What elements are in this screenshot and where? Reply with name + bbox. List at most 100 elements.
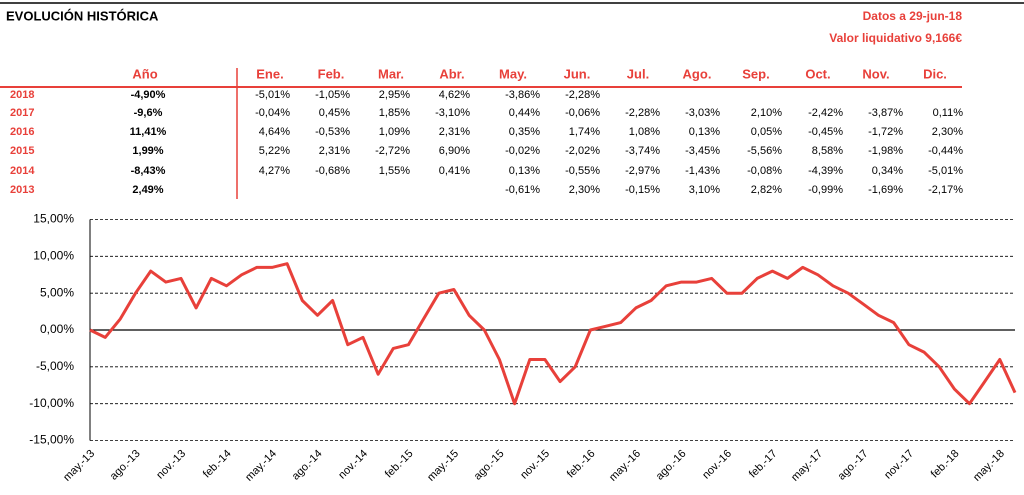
month-value: 2,31% — [319, 145, 350, 157]
month-value: -1,69% — [868, 184, 903, 196]
month-value: -2,97% — [625, 165, 660, 177]
x-tick-label: nov.-16 — [700, 448, 734, 482]
month-value: -2,17% — [928, 184, 963, 196]
month-value: -0,04% — [255, 107, 290, 119]
y-tick-label: 10,00% — [33, 249, 74, 263]
column-header: Jul. — [627, 66, 649, 81]
x-tick-label: nov.-17 — [882, 448, 916, 482]
month-value: 0,34% — [872, 165, 903, 177]
title: EVOLUCIÓN HISTÓRICA — [6, 8, 159, 23]
row-annual: 1,99% — [132, 145, 163, 157]
month-value: 0,05% — [751, 126, 782, 138]
month-value: 2,10% — [751, 107, 782, 119]
x-tick-label: nov.-13 — [154, 448, 188, 482]
month-value: -2,42% — [808, 107, 843, 119]
column-header: Abr. — [439, 66, 464, 81]
month-value: -1,43% — [685, 165, 720, 177]
month-value: 8,58% — [812, 145, 843, 157]
row-annual: -9,6% — [134, 107, 163, 119]
month-value: -3,86% — [505, 89, 540, 101]
month-value: -2,28% — [565, 89, 600, 101]
month-value: -0,53% — [315, 126, 350, 138]
row-year: 2015 — [10, 145, 34, 157]
month-value: 0,13% — [689, 126, 720, 138]
month-value: -1,05% — [315, 89, 350, 101]
month-value: -0,15% — [625, 184, 660, 196]
month-value: -5,01% — [255, 89, 290, 101]
line-series — [89, 262, 1017, 406]
month-value: -5,56% — [747, 145, 782, 157]
month-value: -1,98% — [868, 145, 903, 157]
column-header: Feb. — [318, 66, 345, 81]
x-tick-label: ago.-16 — [654, 448, 689, 483]
month-value: 5,22% — [259, 145, 290, 157]
row-year: 2016 — [10, 126, 34, 138]
month-value: -1,72% — [868, 126, 903, 138]
x-tick-label: may.-17 — [789, 448, 825, 484]
month-value: 0,13% — [509, 165, 540, 177]
month-value: 0,44% — [509, 107, 540, 119]
x-tick-label: nov.-15 — [518, 448, 552, 482]
x-tick-label: may.-15 — [425, 448, 461, 484]
month-value: -2,02% — [565, 145, 600, 157]
x-tick-label: ago.-17 — [836, 448, 871, 483]
month-value: 0,11% — [933, 107, 964, 119]
x-tick-label: feb.-15 — [383, 448, 416, 481]
month-value: -0,99% — [808, 184, 843, 196]
x-tick-label: ago.-15 — [472, 448, 507, 483]
x-tick-label: ago.-14 — [290, 448, 325, 483]
month-value: 0,35% — [509, 126, 540, 138]
row-year: 2013 — [10, 184, 34, 196]
month-value: 2,82% — [751, 184, 782, 196]
nav: Valor liquidativo 9,166€ — [829, 31, 962, 45]
month-value: -0,08% — [747, 165, 782, 177]
month-value: -3,87% — [868, 107, 903, 119]
month-value: -3,45% — [685, 145, 720, 157]
month-value: 1,09% — [379, 126, 410, 138]
month-value: -0,61% — [505, 184, 540, 196]
row-year: 2018 — [10, 89, 34, 101]
column-header: Sep. — [742, 66, 769, 81]
row-annual: -8,43% — [131, 165, 166, 177]
x-tick-label: feb.-17 — [747, 448, 780, 481]
x-tick-label: may.-13 — [61, 448, 97, 484]
y-tick-label: -5,00% — [36, 359, 74, 373]
month-value: 4,27% — [259, 165, 290, 177]
y-tick-label: 15,00% — [33, 212, 74, 226]
month-value: 4,62% — [439, 89, 470, 101]
month-value: 0,45% — [319, 107, 350, 119]
month-value: -5,01% — [928, 165, 963, 177]
column-header: Jun. — [564, 66, 591, 81]
column-header: Ago. — [683, 66, 712, 81]
month-value: -0,55% — [565, 165, 600, 177]
month-value: 2,31% — [439, 126, 470, 138]
month-value: 2,30% — [932, 126, 963, 138]
y-tick-label: 0,00% — [40, 322, 74, 336]
month-value: -0,02% — [505, 145, 540, 157]
row-annual: -4,90% — [131, 89, 166, 101]
month-value: -3,74% — [625, 145, 660, 157]
x-tick-label: may.-18 — [971, 448, 1007, 484]
x-tick-label: may.-14 — [243, 448, 279, 484]
column-header: Oct. — [805, 66, 830, 81]
month-value: -2,72% — [375, 145, 410, 157]
row-annual: 11,41% — [130, 126, 167, 138]
month-value: -3,03% — [685, 107, 720, 119]
y-tick-label: -10,00% — [29, 396, 74, 410]
month-value: 2,30% — [569, 184, 600, 196]
column-header: Nov. — [862, 66, 889, 81]
row-year: 2014 — [10, 165, 35, 177]
month-value: -0,44% — [928, 145, 963, 157]
month-value: -0,06% — [565, 107, 600, 119]
month-value: 1,55% — [379, 165, 410, 177]
column-header: Año — [132, 66, 157, 81]
x-tick-label: feb.-18 — [929, 448, 962, 481]
column-header: Dic. — [923, 66, 947, 81]
x-tick-label: feb.-16 — [565, 448, 598, 481]
month-value: 2,95% — [379, 89, 410, 101]
column-header: May. — [499, 66, 527, 81]
column-header: Ene. — [256, 66, 283, 81]
month-value: 1,85% — [379, 107, 410, 119]
month-value: 0,41% — [439, 165, 470, 177]
